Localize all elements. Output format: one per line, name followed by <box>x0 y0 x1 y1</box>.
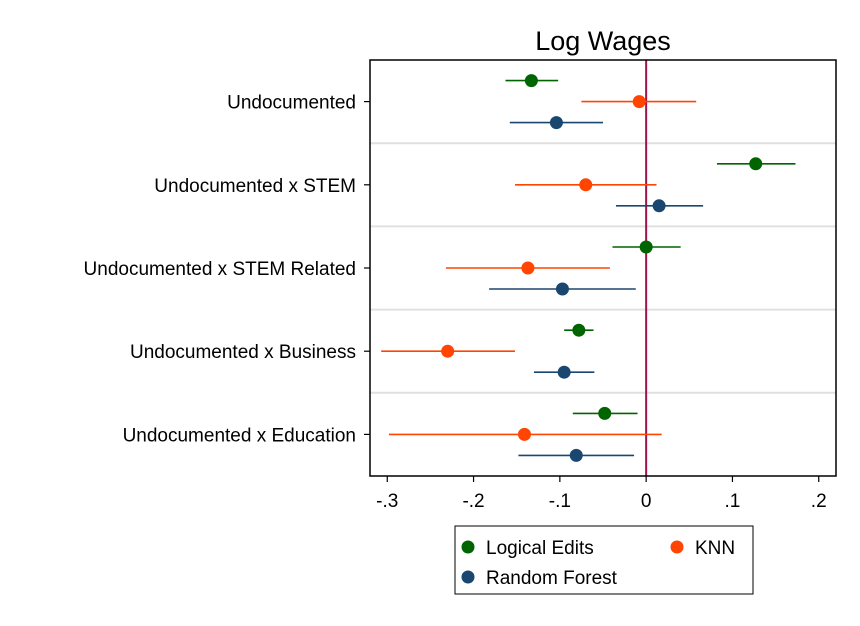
point-estimate <box>557 365 571 379</box>
legend: Logical Edits KNN Random Forest <box>454 525 754 595</box>
x-tick-label: -.1 <box>549 491 571 512</box>
legend-marker <box>461 570 475 584</box>
point-estimate <box>572 323 586 337</box>
grid-lines <box>370 142 836 394</box>
x-tick-label: .2 <box>811 491 827 512</box>
legend-label: KNN <box>695 538 735 559</box>
point-estimate <box>632 95 646 109</box>
x-tick-label: .1 <box>725 491 741 512</box>
axis-layer: Undocumented Undocumented x STEM Undocumen… <box>84 93 827 512</box>
y-tick-label: Undocumented x Education <box>123 425 356 446</box>
point-estimate <box>598 406 612 420</box>
point-estimate <box>652 199 666 213</box>
point-estimate <box>517 427 531 441</box>
point-estimate <box>579 178 593 192</box>
y-tick-label: Undocumented x Business <box>130 342 356 363</box>
point-estimate <box>569 448 583 462</box>
point-estimate <box>639 240 653 254</box>
legend-box <box>454 525 754 595</box>
chart-title: Log Wages <box>535 26 671 56</box>
y-tick-label: Undocumented x STEM <box>154 176 356 197</box>
legend-label: Random Forest <box>486 568 618 589</box>
point-estimate <box>521 261 535 275</box>
legend-marker <box>461 540 475 554</box>
y-tick-label: Undocumented <box>227 93 356 114</box>
x-tick-label: 0 <box>641 491 652 512</box>
legend-label: Logical Edits <box>486 538 594 559</box>
y-tick-label: Undocumented x STEM Related <box>84 259 356 280</box>
legend-marker <box>670 540 684 554</box>
point-estimate <box>749 157 763 171</box>
series-layer <box>381 74 796 462</box>
point-estimate <box>555 282 569 296</box>
x-tick-label: -.2 <box>462 491 484 512</box>
point-estimate <box>441 344 455 358</box>
point-estimate <box>524 74 538 88</box>
point-estimate <box>549 116 563 130</box>
x-tick-label: -.3 <box>376 491 398 512</box>
